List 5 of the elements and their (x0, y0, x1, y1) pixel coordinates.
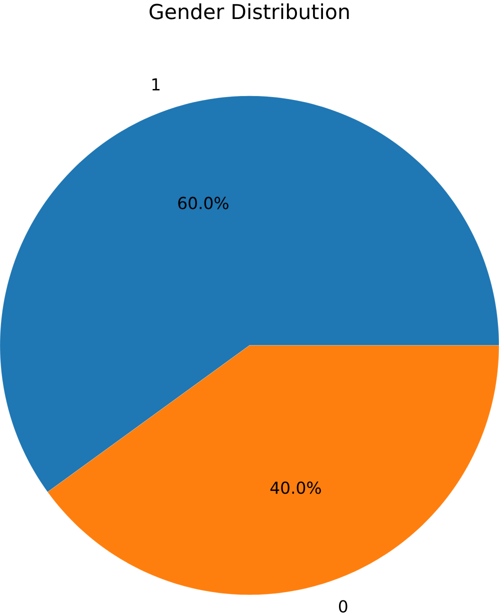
slice-label: 0 (339, 600, 348, 613)
data-label: 40.0% (270, 482, 321, 494)
data-label: 60.0% (178, 196, 228, 210)
chart-title: Gender Distribution (150, 3, 349, 20)
slice-label: 1 (152, 78, 160, 90)
